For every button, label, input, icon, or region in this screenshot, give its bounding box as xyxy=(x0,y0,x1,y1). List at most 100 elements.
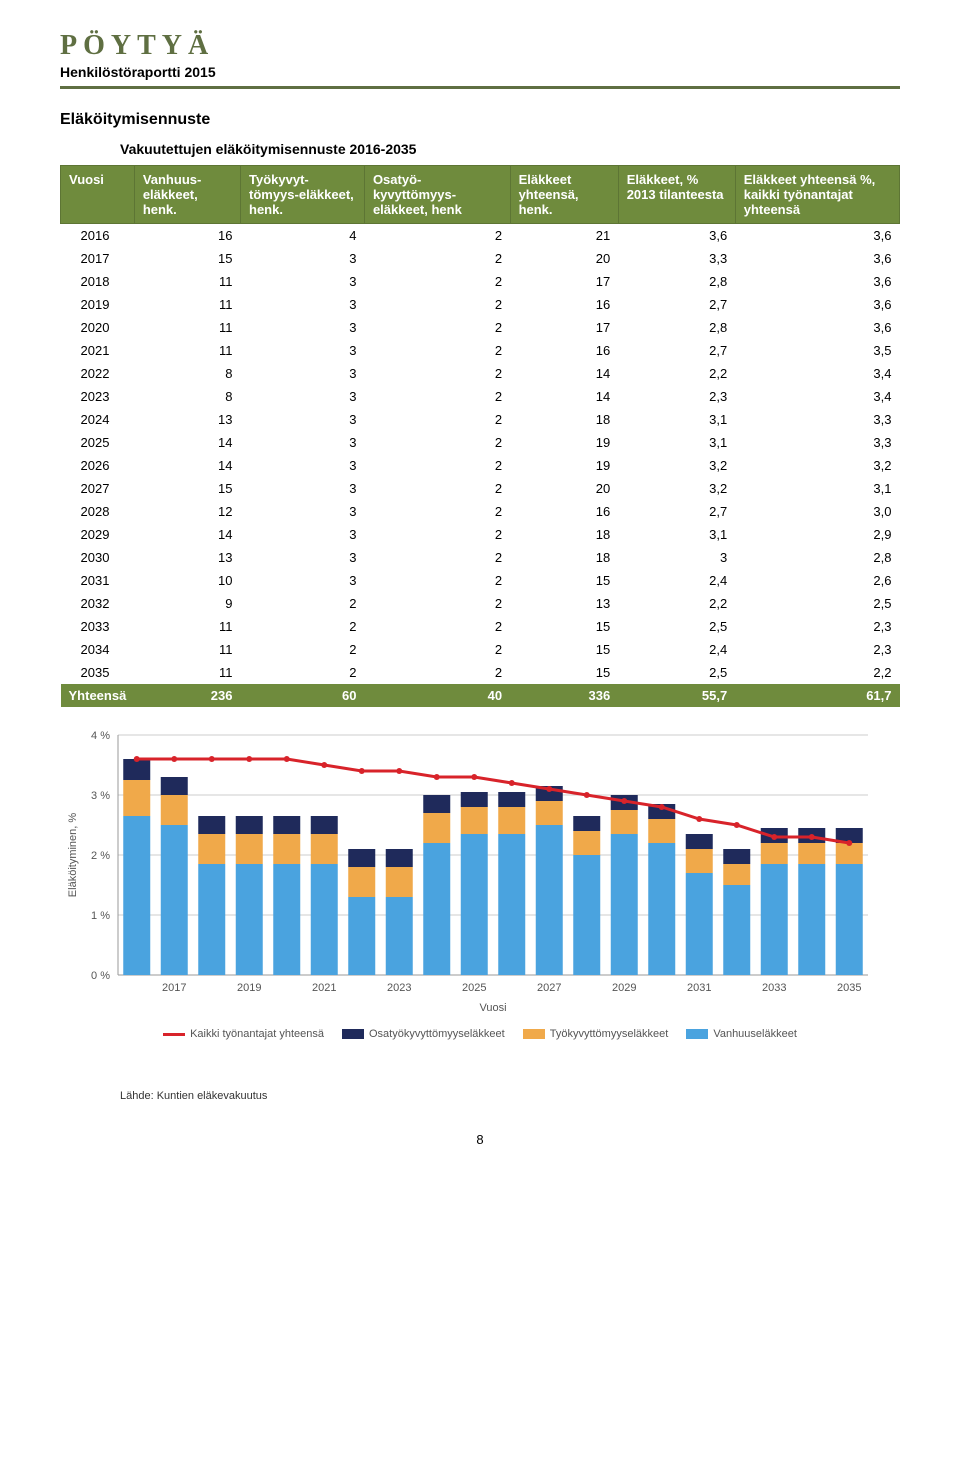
table-header-cell: Eläkkeet yhteensä %, kaikki työnantajat … xyxy=(735,166,899,224)
legend-label: Kaikki työnantajat yhteensä xyxy=(190,1028,324,1040)
table-cell: 2 xyxy=(364,523,510,546)
table-cell: 2029 xyxy=(61,523,135,546)
table-row: 20281232162,73,0 xyxy=(61,500,900,523)
table-cell: 20 xyxy=(510,247,618,270)
table-cell: 3,1 xyxy=(618,408,735,431)
table-row: 20341122152,42,3 xyxy=(61,638,900,661)
table-cell: 2,7 xyxy=(618,339,735,362)
table-row: 20331122152,52,3 xyxy=(61,615,900,638)
table-cell: 2,5 xyxy=(618,615,735,638)
table-cell: 2031 xyxy=(61,569,135,592)
table-cell: 3 xyxy=(241,247,365,270)
table-row: 20351122152,52,2 xyxy=(61,661,900,684)
table-cell: 21 xyxy=(510,224,618,248)
svg-text:2023: 2023 xyxy=(387,982,411,994)
table-cell: 15 xyxy=(134,247,240,270)
table-cell: 3 xyxy=(241,385,365,408)
table-row: 20251432193,13,3 xyxy=(61,431,900,454)
table-cell: 3,6 xyxy=(735,316,899,339)
table-cell: 2,9 xyxy=(735,523,899,546)
table-row: 20181132172,83,6 xyxy=(61,270,900,293)
table-cell: 16 xyxy=(510,339,618,362)
table-cell: 2026 xyxy=(61,454,135,477)
table-cell: 14 xyxy=(510,362,618,385)
svg-text:2019: 2019 xyxy=(237,982,261,994)
svg-text:0 %: 0 % xyxy=(91,970,110,982)
table-cell: 3 xyxy=(241,408,365,431)
table-cell: 2 xyxy=(364,339,510,362)
table-cell: 18 xyxy=(510,408,618,431)
table-row: 20211132162,73,5 xyxy=(61,339,900,362)
table-cell: 18 xyxy=(510,546,618,569)
table-cell: 8 xyxy=(134,385,240,408)
table-cell: 2021 xyxy=(61,339,135,362)
table-cell: 3 xyxy=(241,339,365,362)
table-cell: 3 xyxy=(241,431,365,454)
table-header-cell: Osatyö-kyvyttömyys-eläkkeet, henk xyxy=(364,166,510,224)
table-cell: 3 xyxy=(241,500,365,523)
table-cell: 2,7 xyxy=(618,500,735,523)
table-cell: 60 xyxy=(241,684,365,707)
table-cell: 2 xyxy=(364,431,510,454)
table-header-cell: Työkyvyt-tömyys-eläkkeet, henk. xyxy=(241,166,365,224)
table-cell: 8 xyxy=(134,362,240,385)
table-cell: 2020 xyxy=(61,316,135,339)
section-heading: Eläköitymisennuste xyxy=(60,111,900,129)
table-cell: 3,5 xyxy=(735,339,899,362)
chart-container: 0 %1 %2 %3 %4 %Eläköityminen, %Vuosi2017… xyxy=(60,725,900,1040)
table-cell: 11 xyxy=(134,293,240,316)
table-cell: 2033 xyxy=(61,615,135,638)
forecast-table: VuosiVanhuus-eläkkeet, henk.Työkyvyt-töm… xyxy=(60,165,900,707)
table-cell: 3,4 xyxy=(735,362,899,385)
table-cell: 3 xyxy=(241,362,365,385)
table-cell: 3,2 xyxy=(735,454,899,477)
table-cell: 2,7 xyxy=(618,293,735,316)
table-cell: 2,3 xyxy=(735,638,899,661)
svg-text:3 %: 3 % xyxy=(91,790,110,802)
table-cell: 336 xyxy=(510,684,618,707)
table-cell: 2025 xyxy=(61,431,135,454)
legend-label: Työkyvyttömyyseläkkeet xyxy=(550,1028,669,1040)
table-row: 20201132172,83,6 xyxy=(61,316,900,339)
table-row: 2022832142,23,4 xyxy=(61,362,900,385)
table-cell: 19 xyxy=(510,431,618,454)
table-cell: 2024 xyxy=(61,408,135,431)
svg-text:Vuosi: Vuosi xyxy=(479,1002,506,1014)
source-note: Lähde: Kuntien eläkevakuutus xyxy=(120,1090,900,1102)
table-cell: 11 xyxy=(134,661,240,684)
table-cell: 2,2 xyxy=(735,661,899,684)
table-cell: 15 xyxy=(510,661,618,684)
legend-item-bot: Vanhuuseläkkeet xyxy=(686,1028,797,1040)
table-row: 20241332183,13,3 xyxy=(61,408,900,431)
table-row: 20311032152,42,6 xyxy=(61,569,900,592)
table-cell: 3 xyxy=(241,293,365,316)
table-cell: 2018 xyxy=(61,270,135,293)
section-subheading: Vakuutettujen eläköitymisennuste 2016-20… xyxy=(120,141,900,157)
table-cell: 2,2 xyxy=(618,362,735,385)
table-cell: 2032 xyxy=(61,592,135,615)
table-cell: 2 xyxy=(241,661,365,684)
table-cell: 16 xyxy=(510,293,618,316)
table-cell: 2,6 xyxy=(735,569,899,592)
svg-text:2033: 2033 xyxy=(762,982,786,994)
table-cell: 11 xyxy=(134,316,240,339)
table-cell: 2 xyxy=(364,546,510,569)
legend-label: Vanhuuseläkkeet xyxy=(713,1028,797,1040)
table-cell: 13 xyxy=(134,408,240,431)
table-cell: 15 xyxy=(510,569,618,592)
table-cell: 2019 xyxy=(61,293,135,316)
legend-item-top: Osatyökyvyttömyyseläkkeet xyxy=(342,1028,505,1040)
table-cell: 2 xyxy=(364,362,510,385)
table-cell: 2035 xyxy=(61,661,135,684)
table-cell: 2 xyxy=(364,592,510,615)
table-cell: 2 xyxy=(364,224,510,248)
table-cell: 3,6 xyxy=(735,247,899,270)
table-cell: 3,3 xyxy=(618,247,735,270)
table-cell: 3 xyxy=(241,569,365,592)
table-cell: 3,6 xyxy=(618,224,735,248)
table-cell: 16 xyxy=(510,500,618,523)
table-cell: 3 xyxy=(241,523,365,546)
table-row: 20291432183,12,9 xyxy=(61,523,900,546)
table-cell: 2027 xyxy=(61,477,135,500)
table-cell: Yhteensä xyxy=(61,684,135,707)
